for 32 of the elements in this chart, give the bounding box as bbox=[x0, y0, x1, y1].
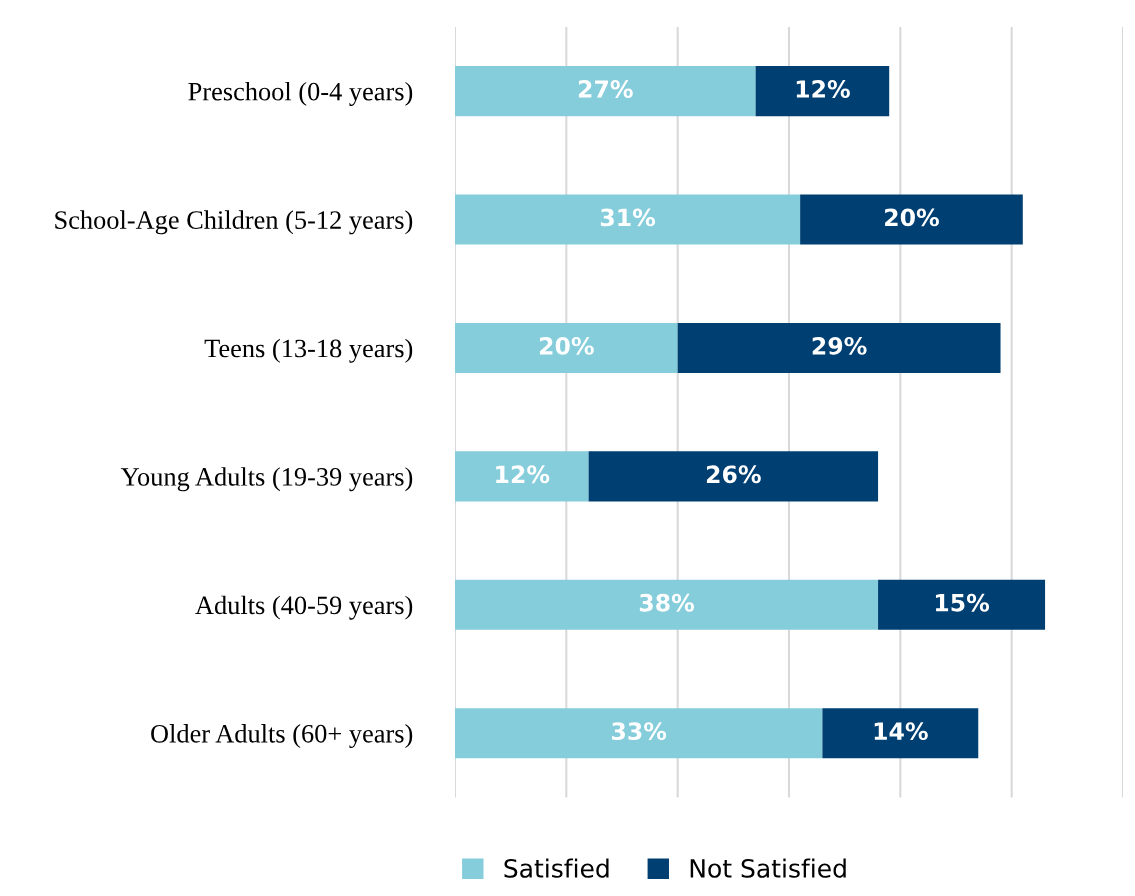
y-tick-label: Older Adults (60+ years) bbox=[151, 724, 413, 749]
data-label: 15% bbox=[935, 593, 990, 612]
bar bbox=[878, 579, 1046, 630]
legend-label: Not Satisfied bbox=[690, 858, 846, 878]
y-tick-label: Adults (40-59 years) bbox=[195, 595, 413, 620]
data-label: 31% bbox=[600, 208, 656, 227]
data-label: 20% bbox=[885, 208, 939, 227]
data-label: 38% bbox=[639, 593, 695, 612]
bar bbox=[455, 66, 756, 117]
data-label: 26% bbox=[706, 465, 761, 484]
bar bbox=[455, 194, 801, 245]
data-label: 20% bbox=[539, 336, 594, 355]
y-tick-label: Young Adults (19-39 years) bbox=[120, 467, 413, 492]
bar bbox=[677, 322, 1001, 373]
data-label: 29% bbox=[812, 336, 867, 355]
bar bbox=[822, 708, 979, 759]
data-label: 27% bbox=[578, 80, 633, 98]
bar bbox=[800, 194, 1023, 245]
y-tick-label: School-Age Children (5-12 years) bbox=[55, 210, 413, 235]
data-label: 12% bbox=[796, 80, 850, 98]
bar bbox=[455, 579, 879, 630]
data-label: 33% bbox=[612, 722, 667, 741]
bar bbox=[455, 451, 589, 502]
bar bbox=[588, 451, 879, 502]
y-tick-label: Preschool (0-4 years) bbox=[188, 81, 413, 106]
bar bbox=[455, 322, 678, 373]
data-label: 12% bbox=[496, 465, 550, 484]
bar bbox=[755, 66, 890, 117]
legend-label: Satisfied bbox=[504, 858, 609, 878]
y-tick-label: Teens (13-18 years) bbox=[204, 338, 413, 363]
data-label: 14% bbox=[874, 722, 928, 741]
bar bbox=[455, 708, 823, 759]
